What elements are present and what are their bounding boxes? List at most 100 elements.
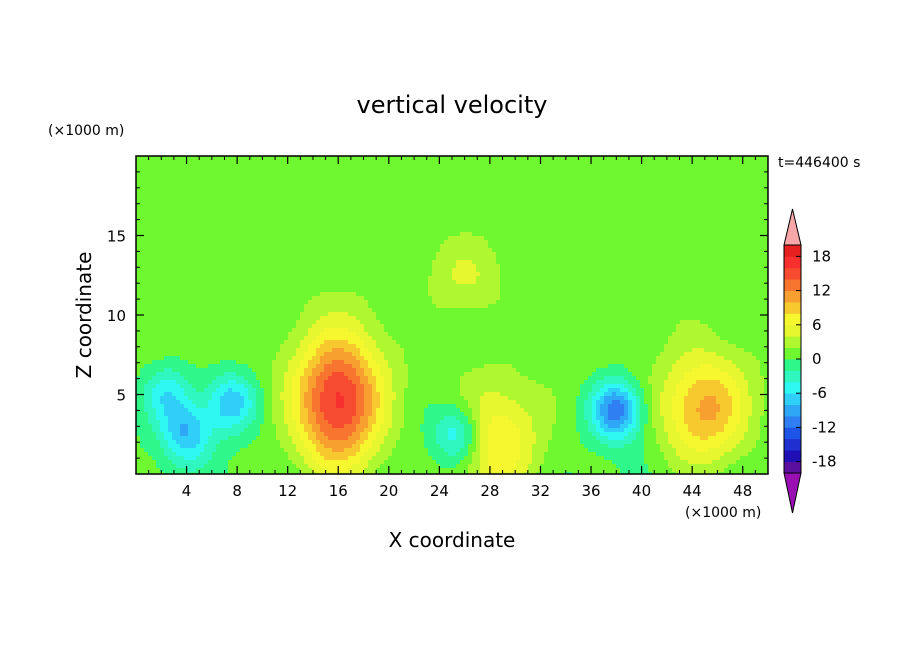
field-cell xyxy=(340,184,345,189)
field-cell xyxy=(664,160,669,165)
field-cell xyxy=(156,220,161,225)
field-cell xyxy=(432,268,437,273)
field-cell xyxy=(512,280,517,285)
field-cell xyxy=(636,244,641,249)
field-cell xyxy=(448,228,453,233)
field-cell xyxy=(412,160,417,165)
field-cell xyxy=(704,204,709,209)
field-cell xyxy=(508,248,513,253)
field-cell xyxy=(360,280,365,285)
field-cell xyxy=(472,252,477,257)
field-cell xyxy=(164,236,169,241)
field-cell xyxy=(188,184,193,189)
field-cell xyxy=(348,244,353,249)
field-cell xyxy=(380,192,385,197)
field-cell xyxy=(168,196,173,201)
field-cell xyxy=(380,272,385,277)
field-cell xyxy=(252,216,257,221)
field-cell xyxy=(644,176,649,181)
field-cell xyxy=(728,200,733,205)
field-cell xyxy=(152,212,157,217)
field-cell xyxy=(244,260,249,265)
field-cell xyxy=(644,184,649,189)
field-cell xyxy=(436,184,441,189)
field-cell xyxy=(380,184,385,189)
field-cell xyxy=(516,168,521,173)
field-cell xyxy=(620,224,625,229)
field-cell xyxy=(440,200,445,205)
field-cell xyxy=(404,260,409,265)
field-cell xyxy=(232,208,237,213)
field-cell xyxy=(376,212,381,217)
field-cell xyxy=(360,212,365,217)
field-cell xyxy=(544,264,549,269)
field-cell xyxy=(660,224,665,229)
field-cell xyxy=(400,252,405,257)
field-cell xyxy=(716,212,721,217)
field-cell xyxy=(336,232,341,237)
field-cell xyxy=(432,276,437,281)
field-cell xyxy=(572,220,577,225)
field-cell xyxy=(364,200,369,205)
field-cell xyxy=(288,212,293,217)
field-cell xyxy=(544,272,549,277)
field-cell xyxy=(736,184,741,189)
field-cell xyxy=(184,196,189,201)
field-cell xyxy=(224,256,229,261)
field-cell xyxy=(756,268,761,273)
field-cell xyxy=(592,212,597,217)
field-cell xyxy=(732,216,737,221)
field-cell xyxy=(216,244,221,249)
field-cell xyxy=(668,208,673,213)
field-cell xyxy=(552,192,557,197)
field-cell xyxy=(244,160,249,165)
field-cell xyxy=(524,180,529,185)
field-cell xyxy=(584,200,589,205)
field-cell xyxy=(332,272,337,277)
field-cell xyxy=(296,268,301,273)
field-cell xyxy=(324,176,329,181)
field-cell xyxy=(256,260,261,265)
field-cell xyxy=(168,168,173,173)
field-cell xyxy=(652,276,657,281)
field-cell xyxy=(524,244,529,249)
field-cell xyxy=(752,168,757,173)
field-cell xyxy=(756,164,761,169)
field-cell xyxy=(700,184,705,189)
field-cell xyxy=(328,204,333,209)
field-cell xyxy=(492,172,497,177)
field-cell xyxy=(148,168,153,173)
field-cell xyxy=(456,180,461,185)
field-cell xyxy=(480,192,485,197)
field-cell xyxy=(588,244,593,249)
field-cell xyxy=(692,208,697,213)
field-cell xyxy=(512,176,517,181)
field-cell xyxy=(244,208,249,213)
field-cell xyxy=(496,208,501,213)
field-cell xyxy=(384,268,389,273)
field-cell xyxy=(640,232,645,237)
field-cell xyxy=(692,240,697,245)
field-cell xyxy=(340,252,345,257)
field-cell xyxy=(740,168,745,173)
field-cell xyxy=(444,204,449,209)
field-cell xyxy=(376,232,381,237)
field-cell xyxy=(352,160,357,165)
field-cell xyxy=(200,196,205,201)
field-cell xyxy=(680,228,685,233)
field-cell xyxy=(320,196,325,201)
field-cell xyxy=(756,272,761,277)
field-cell xyxy=(416,176,421,181)
field-cell xyxy=(620,200,625,205)
field-cell xyxy=(188,268,193,273)
field-cell xyxy=(140,192,145,197)
field-cell xyxy=(716,180,721,185)
field-cell xyxy=(488,188,493,193)
field-cell xyxy=(452,164,457,169)
field-cell xyxy=(748,268,753,273)
field-cell xyxy=(208,272,213,277)
field-cell xyxy=(200,180,205,185)
field-cell xyxy=(712,264,717,269)
field-cell xyxy=(676,268,681,273)
field-cell xyxy=(372,268,377,273)
